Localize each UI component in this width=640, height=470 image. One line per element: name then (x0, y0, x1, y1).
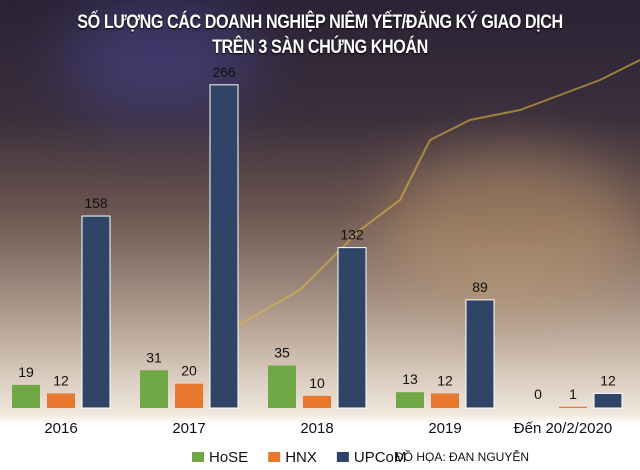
data-label: 1 (569, 386, 577, 402)
legend-swatch (268, 452, 281, 462)
x-tick-label: 2019 (428, 420, 461, 437)
data-label: 10 (309, 375, 325, 391)
chart-title-line: SỐ LƯỢNG CÁC DOANH NGHIỆP NIÊM YẾT/ĐĂNG … (77, 12, 563, 33)
data-label: 19 (18, 364, 34, 380)
data-label: 13 (402, 371, 418, 387)
credit-text: ĐỒ HỌA: ĐAN NGUYỄN (395, 449, 529, 464)
chart-title-line: TRÊN 3 SÀN CHỨNG KHOÁN (212, 37, 428, 58)
data-label: 266 (212, 64, 236, 80)
bar-upcom (593, 392, 623, 409)
data-label: 12 (600, 372, 616, 388)
data-label: 0 (534, 386, 542, 402)
bar-hnx (303, 395, 331, 408)
bar-upcom (209, 84, 239, 409)
data-label: 35 (274, 344, 290, 360)
data-label: 12 (437, 372, 453, 388)
data-label: 132 (340, 227, 364, 243)
x-tick-label: 2018 (300, 420, 333, 437)
bar-hnx (47, 393, 75, 408)
background-trend-line (229, 59, 640, 331)
bar-hose (140, 370, 168, 408)
x-tick-label: 2017 (172, 420, 205, 437)
legend-label: HoSE (209, 449, 248, 466)
x-tick-label: Đến 20/2/2020 (514, 420, 612, 437)
bar-upcom (465, 299, 495, 409)
bar-hnx (175, 383, 203, 408)
data-label: 158 (84, 195, 108, 211)
legend-swatch (192, 452, 204, 462)
bar-hnx (559, 406, 587, 408)
legend-label: UPCoM (354, 449, 407, 466)
bar-upcom (81, 215, 111, 409)
data-label: 31 (146, 349, 162, 365)
data-label: 20 (181, 363, 197, 379)
bar-hnx (431, 393, 459, 408)
bar-upcom (337, 247, 367, 409)
bar-hose (12, 384, 40, 408)
legend-label: HNX (285, 449, 317, 466)
data-label: 89 (472, 279, 488, 295)
bar-hose (396, 392, 424, 408)
data-label: 12 (53, 372, 69, 388)
legend-swatch (336, 452, 349, 462)
bar-hose (268, 365, 296, 408)
x-tick-label: 2016 (44, 420, 77, 437)
background-glow (380, 150, 640, 310)
chart-title: SỐ LƯỢNG CÁC DOANH NGHIỆP NIÊM YẾT/ĐĂNG … (48, 10, 592, 60)
